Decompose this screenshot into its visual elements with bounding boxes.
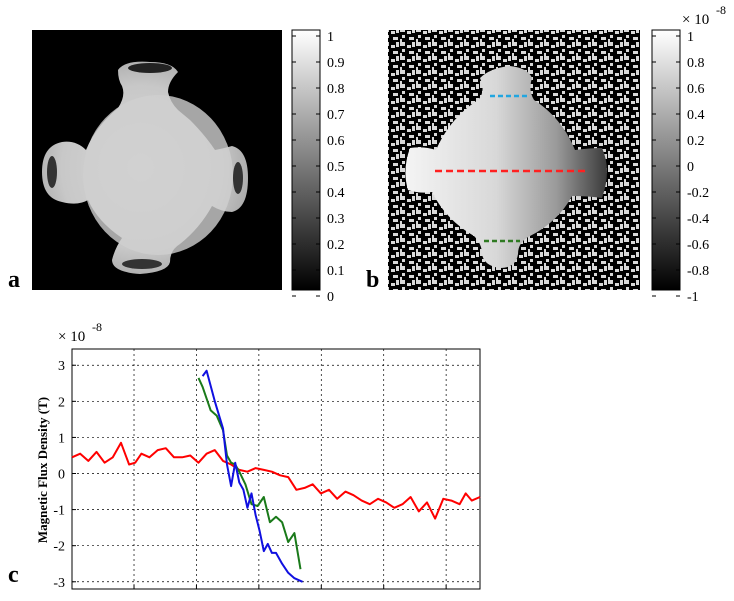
colorbar-tick-label: 0.2 bbox=[687, 134, 705, 149]
series-line-3 bbox=[201, 369, 303, 583]
colorbar-tick-label: 0 bbox=[687, 160, 694, 175]
colorbar-tick-label: 0.7 bbox=[327, 108, 345, 123]
y-tick-label: -1 bbox=[53, 504, 65, 519]
colorbar-tick-label: 0.8 bbox=[687, 56, 705, 71]
chart-series bbox=[71, 369, 481, 583]
colorbar-b-ticks: 1 0.8 0.6 0.4 0.2 0 -0.2 -0.4 -0.6 -0.8 -1 bbox=[652, 30, 709, 305]
line-chart: 3 2 1 0 -1 -2 -3 × 10 -8 Magnetic Flux Density… bbox=[35, 320, 481, 591]
colorbar-tick-label: 0.2 bbox=[327, 238, 345, 253]
colorbar-tick-label: 0.3 bbox=[327, 212, 345, 227]
panel-letter-a: a bbox=[8, 267, 20, 293]
colorbar-tick-label: 0.6 bbox=[327, 134, 345, 149]
colorbar-tick-label: 0 bbox=[327, 290, 334, 305]
y-ticks: 3 2 1 0 -1 -2 -3 bbox=[53, 359, 76, 591]
series-line-2 bbox=[197, 377, 302, 570]
colorbar-tick-label: -0.8 bbox=[687, 264, 709, 279]
colorbar-tick-label: 0.4 bbox=[687, 108, 705, 123]
panel-letter-b: b bbox=[366, 267, 379, 293]
y-tick-label: 1 bbox=[58, 431, 65, 446]
colorbar-a bbox=[291, 29, 321, 291]
colorbar-a-ticks: 1 0.9 0.8 0.7 0.6 0.5 0.4 0.3 0.2 0.1 0 bbox=[292, 30, 345, 305]
y-tick-label: -3 bbox=[53, 576, 65, 591]
chart-exponent: -8 bbox=[92, 320, 102, 334]
colorbar-tick-label: 0.5 bbox=[327, 160, 345, 175]
chart-multiplier: × 10 bbox=[58, 329, 85, 345]
colorbar-tick-label: 0.4 bbox=[327, 186, 345, 201]
colorbar-b-multiplier: × 10 bbox=[682, 12, 709, 28]
plot-area bbox=[71, 348, 481, 590]
y-tick-label: 0 bbox=[58, 468, 65, 483]
colorbar-tick-label: 1 bbox=[687, 30, 694, 45]
phantom-a bbox=[42, 61, 248, 274]
colorbar-b bbox=[651, 29, 681, 291]
colorbar-tick-label: -0.4 bbox=[687, 212, 709, 227]
colorbar-tick-label: 0.8 bbox=[327, 82, 345, 97]
colorbar-tick-label: 1 bbox=[327, 30, 334, 45]
series-line-1 bbox=[71, 441, 481, 520]
colorbar-tick-label: -0.2 bbox=[687, 186, 709, 201]
panel-letter-c: c bbox=[8, 562, 19, 588]
phantom-b bbox=[405, 66, 607, 268]
y-tick-label: -2 bbox=[53, 540, 65, 555]
y-axis-label: Magnetic Flux Density (T) bbox=[35, 397, 50, 543]
colorbar-tick-label: -0.6 bbox=[687, 238, 709, 253]
colorbar-tick-label: 0.6 bbox=[687, 82, 705, 97]
colorbar-tick-label: 0.9 bbox=[327, 56, 345, 71]
colorbar-b-exponent: -8 bbox=[716, 3, 726, 17]
y-tick-label: 3 bbox=[58, 359, 65, 374]
y-tick-label: 2 bbox=[58, 395, 65, 410]
colorbar-tick-label: 0.1 bbox=[327, 264, 345, 279]
colorbar-tick-label: -1 bbox=[687, 290, 699, 305]
